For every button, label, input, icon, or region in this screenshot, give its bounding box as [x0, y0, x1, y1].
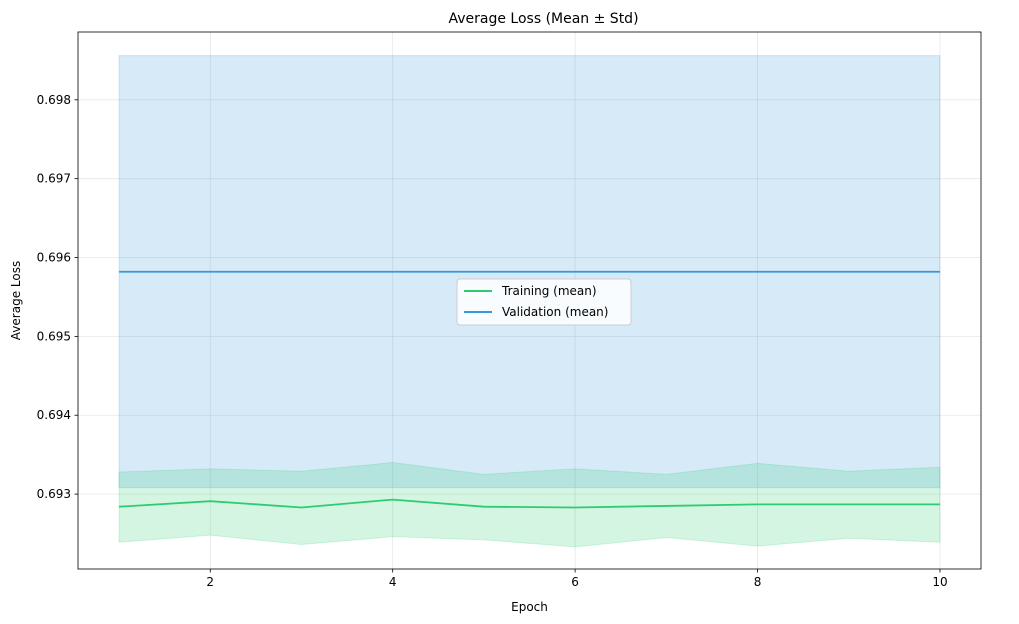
x-tick-label: 8 — [754, 575, 762, 589]
legend: Training (mean) Validation (mean) — [456, 278, 632, 326]
mean-lines — [118, 270, 940, 509]
plot-frame — [77, 31, 982, 570]
ticks: 2 4 6 8 10 0.693 0.694 0.695 0.696 0.697 0.698 — [37, 93, 948, 589]
y-tick-label: 0.695 — [37, 329, 71, 343]
y-tick-label: 0.694 — [37, 408, 71, 422]
y-tick-label: 0.696 — [37, 251, 71, 265]
legend-label-training: Training (mean) — [501, 284, 597, 298]
y-tick-label: 0.698 — [37, 93, 71, 107]
x-tick-label: 6 — [571, 575, 579, 589]
x-tick-label: 2 — [206, 575, 214, 589]
y-tick-label: 0.697 — [37, 172, 71, 186]
x-tick-label: 10 — [932, 575, 947, 589]
mean-line-training — [118, 498, 940, 509]
grid — [78, 32, 981, 569]
std-band-training — [118, 462, 941, 548]
y-axis-label: Average Loss — [9, 261, 23, 340]
legend-label-validation: Validation (mean) — [502, 305, 608, 319]
x-axis-label: Epoch — [511, 600, 548, 614]
y-tick-label: 0.693 — [37, 487, 71, 501]
legend-box — [456, 278, 632, 326]
chart-title: Average Loss (Mean ± Std) — [448, 11, 638, 27]
x-tick-label: 4 — [389, 575, 397, 589]
